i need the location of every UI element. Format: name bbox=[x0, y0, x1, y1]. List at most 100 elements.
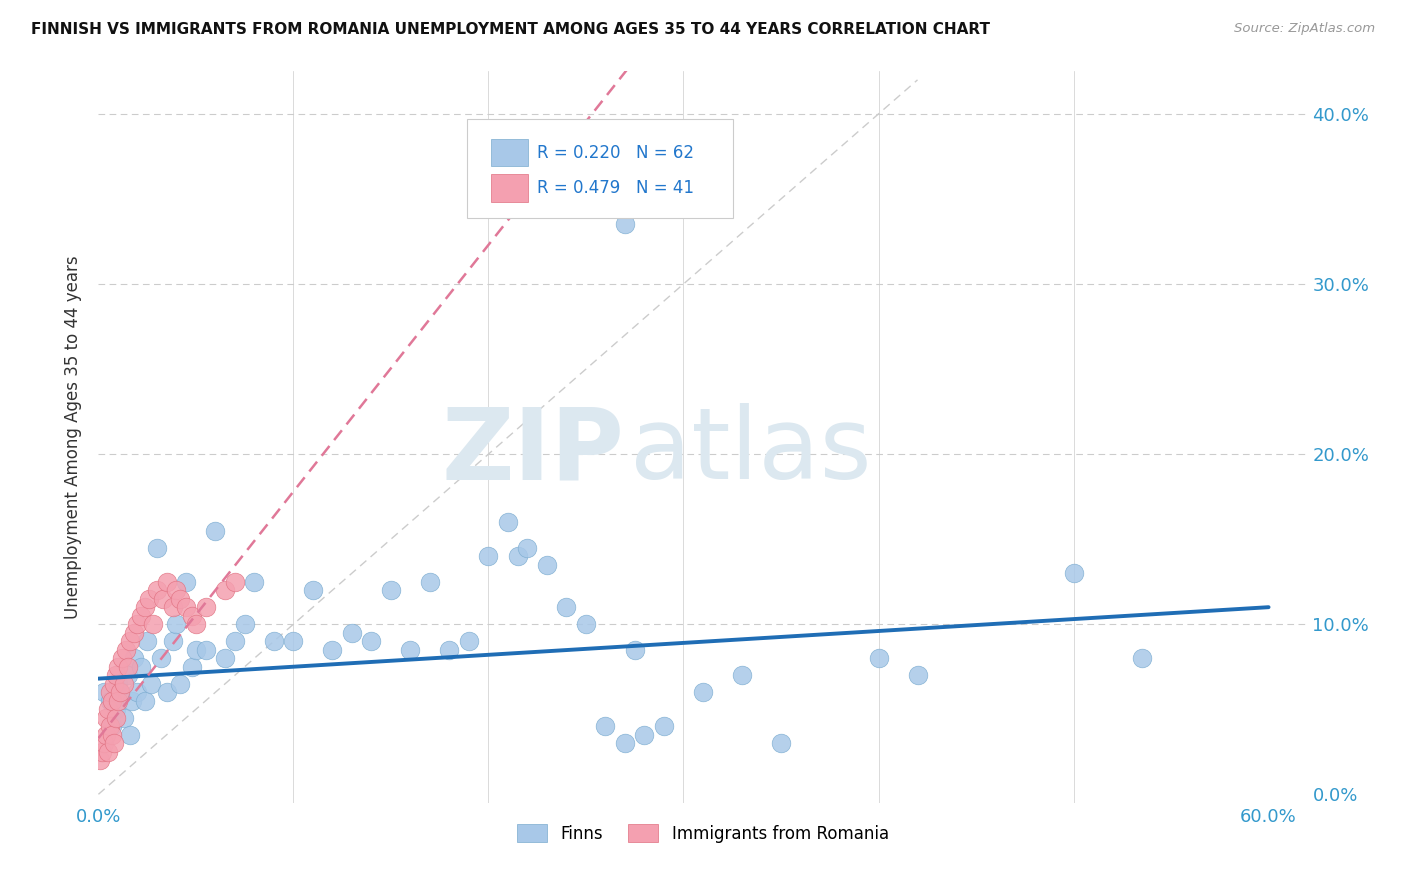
Point bbox=[108, 685, 131, 699]
Point bbox=[224, 574, 246, 589]
Point bbox=[156, 685, 179, 699]
Y-axis label: Unemployment Among Ages 35 to 44 years: Unemployment Among Ages 35 to 44 years bbox=[65, 255, 83, 619]
Point bbox=[575, 617, 598, 632]
Point bbox=[907, 668, 929, 682]
Text: atlas: atlas bbox=[630, 403, 872, 500]
Point bbox=[233, 617, 256, 632]
Point bbox=[692, 685, 714, 699]
Point bbox=[112, 677, 135, 691]
Point bbox=[224, 634, 246, 648]
Point bbox=[340, 625, 363, 640]
Legend: Finns, Immigrants from Romania: Finns, Immigrants from Romania bbox=[510, 818, 896, 849]
Point bbox=[127, 685, 149, 699]
Point bbox=[98, 685, 121, 699]
Point bbox=[165, 617, 187, 632]
Point bbox=[181, 608, 204, 623]
Text: R = 0.479: R = 0.479 bbox=[537, 178, 620, 196]
Point bbox=[91, 745, 114, 759]
Point bbox=[146, 541, 169, 555]
Point bbox=[118, 728, 141, 742]
Bar bbox=[492, 138, 527, 167]
Point bbox=[360, 634, 382, 648]
Point bbox=[184, 617, 207, 632]
Point bbox=[89, 753, 111, 767]
Point bbox=[169, 677, 191, 691]
Point bbox=[169, 591, 191, 606]
Point bbox=[107, 694, 129, 708]
Point bbox=[114, 642, 136, 657]
Point bbox=[194, 642, 217, 657]
Point bbox=[174, 600, 197, 615]
Point bbox=[107, 677, 129, 691]
Point bbox=[614, 736, 637, 750]
Point bbox=[101, 728, 124, 742]
Point bbox=[101, 719, 124, 733]
Point bbox=[127, 617, 149, 632]
Point bbox=[122, 625, 145, 640]
Point bbox=[131, 608, 153, 623]
Point bbox=[103, 677, 125, 691]
Point bbox=[104, 668, 127, 682]
Point bbox=[458, 634, 481, 648]
Point bbox=[93, 736, 115, 750]
Point bbox=[117, 668, 139, 682]
Point bbox=[214, 651, 236, 665]
Point bbox=[321, 642, 343, 657]
Point bbox=[107, 659, 129, 673]
Point bbox=[633, 728, 655, 742]
Point bbox=[214, 583, 236, 598]
Point bbox=[104, 711, 127, 725]
Text: Source: ZipAtlas.com: Source: ZipAtlas.com bbox=[1234, 22, 1375, 36]
Point bbox=[104, 702, 127, 716]
Point bbox=[506, 549, 529, 563]
Point bbox=[98, 694, 121, 708]
Point bbox=[623, 642, 645, 657]
Point bbox=[134, 694, 156, 708]
Point bbox=[117, 659, 139, 673]
Bar bbox=[492, 174, 527, 202]
Point bbox=[165, 583, 187, 598]
Point bbox=[122, 651, 145, 665]
Point bbox=[419, 574, 441, 589]
Point bbox=[181, 659, 204, 673]
Point bbox=[204, 524, 226, 538]
Point bbox=[101, 694, 124, 708]
Point bbox=[516, 541, 538, 555]
Point bbox=[118, 634, 141, 648]
Point bbox=[283, 634, 305, 648]
Point bbox=[136, 634, 159, 648]
Point bbox=[146, 583, 169, 598]
Point bbox=[263, 634, 285, 648]
Point bbox=[380, 583, 402, 598]
Point bbox=[97, 745, 120, 759]
Point bbox=[731, 668, 754, 682]
Point bbox=[174, 574, 197, 589]
Point bbox=[96, 728, 118, 742]
Point bbox=[112, 711, 135, 725]
Point bbox=[149, 651, 172, 665]
Point bbox=[302, 583, 325, 598]
Point bbox=[98, 719, 121, 733]
Point bbox=[134, 600, 156, 615]
Point bbox=[156, 574, 179, 589]
Text: ZIP: ZIP bbox=[441, 403, 624, 500]
Point bbox=[439, 642, 461, 657]
Point bbox=[162, 600, 184, 615]
Point bbox=[111, 651, 134, 665]
Point bbox=[162, 634, 184, 648]
Point bbox=[1130, 651, 1153, 665]
Point bbox=[536, 558, 558, 572]
Point bbox=[595, 719, 617, 733]
Point bbox=[142, 617, 165, 632]
Point bbox=[96, 711, 118, 725]
Point bbox=[769, 736, 792, 750]
Point bbox=[184, 642, 207, 657]
Point bbox=[477, 549, 499, 563]
Point bbox=[108, 685, 131, 699]
Text: N = 41: N = 41 bbox=[637, 178, 695, 196]
FancyBboxPatch shape bbox=[467, 119, 734, 218]
Point bbox=[555, 600, 578, 615]
Point bbox=[652, 719, 675, 733]
Text: R = 0.220: R = 0.220 bbox=[537, 144, 621, 161]
Point bbox=[139, 677, 162, 691]
